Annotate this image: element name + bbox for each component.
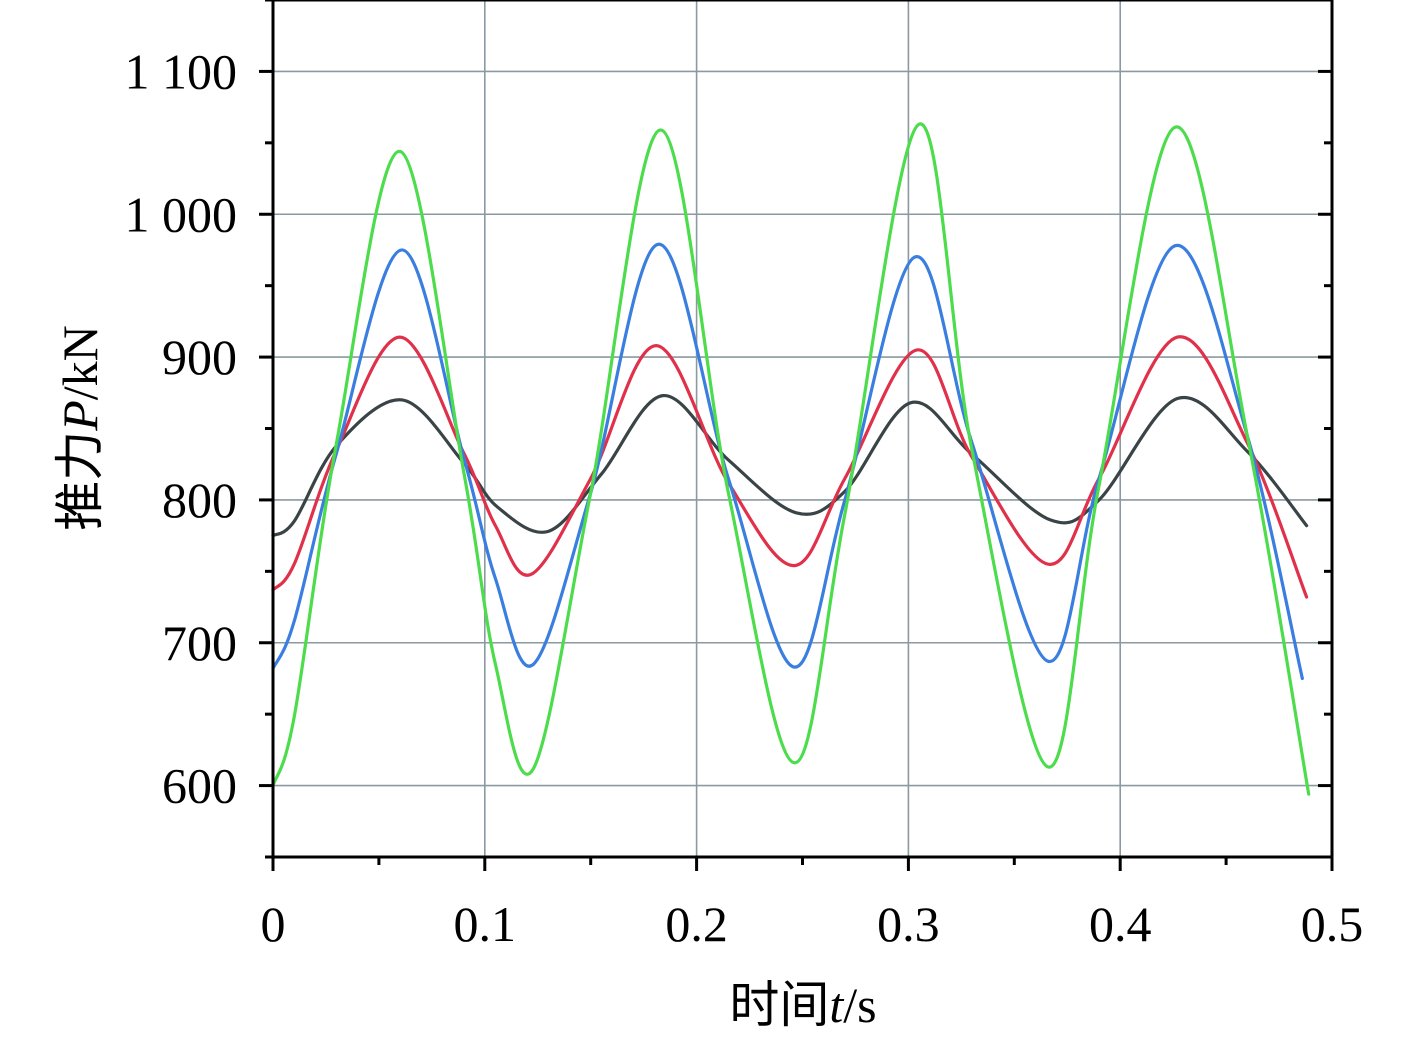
series-layer	[271, 122, 1311, 796]
x-tick-label: 0.5	[1301, 896, 1364, 952]
x-tick-label: 0.3	[877, 896, 940, 952]
y-tick-label: 1 100	[125, 43, 238, 99]
y-axis-title-prefix: 推力	[52, 431, 108, 531]
y-axis-title: 推力P/kN	[52, 325, 108, 531]
x-axis-title-prefix: 时间	[729, 977, 829, 1033]
x-tick-label: 0.1	[454, 896, 517, 952]
y-tick-label: 600	[162, 758, 237, 814]
tick-layer	[259, 0, 1334, 871]
x-tick-label: 0.2	[665, 896, 728, 952]
y-tick-label: 1 000	[125, 186, 238, 242]
series-line-4	[271, 122, 1311, 796]
y-tick-label: 900	[162, 329, 237, 385]
label-layer: 0 0.1 0.2 0.3 0.4 0.5 600 700 800 900 1 000 1 100	[125, 43, 1364, 952]
y-axis-title-unit: /kN	[52, 325, 108, 400]
series-line-2	[271, 335, 1309, 599]
series-line-3	[271, 242, 1304, 681]
x-tick-label: 0	[261, 896, 286, 952]
series-line-1	[271, 394, 1309, 538]
x-axis-title: 时间t/s	[729, 977, 876, 1033]
y-axis-title-var: P	[52, 400, 108, 432]
x-tick-label: 0.4	[1089, 896, 1152, 952]
y-tick-label: 800	[162, 472, 237, 528]
x-axis-title-var: t	[829, 977, 844, 1033]
x-axis-title-unit: /s	[843, 977, 876, 1033]
y-tick-label: 700	[162, 615, 237, 671]
